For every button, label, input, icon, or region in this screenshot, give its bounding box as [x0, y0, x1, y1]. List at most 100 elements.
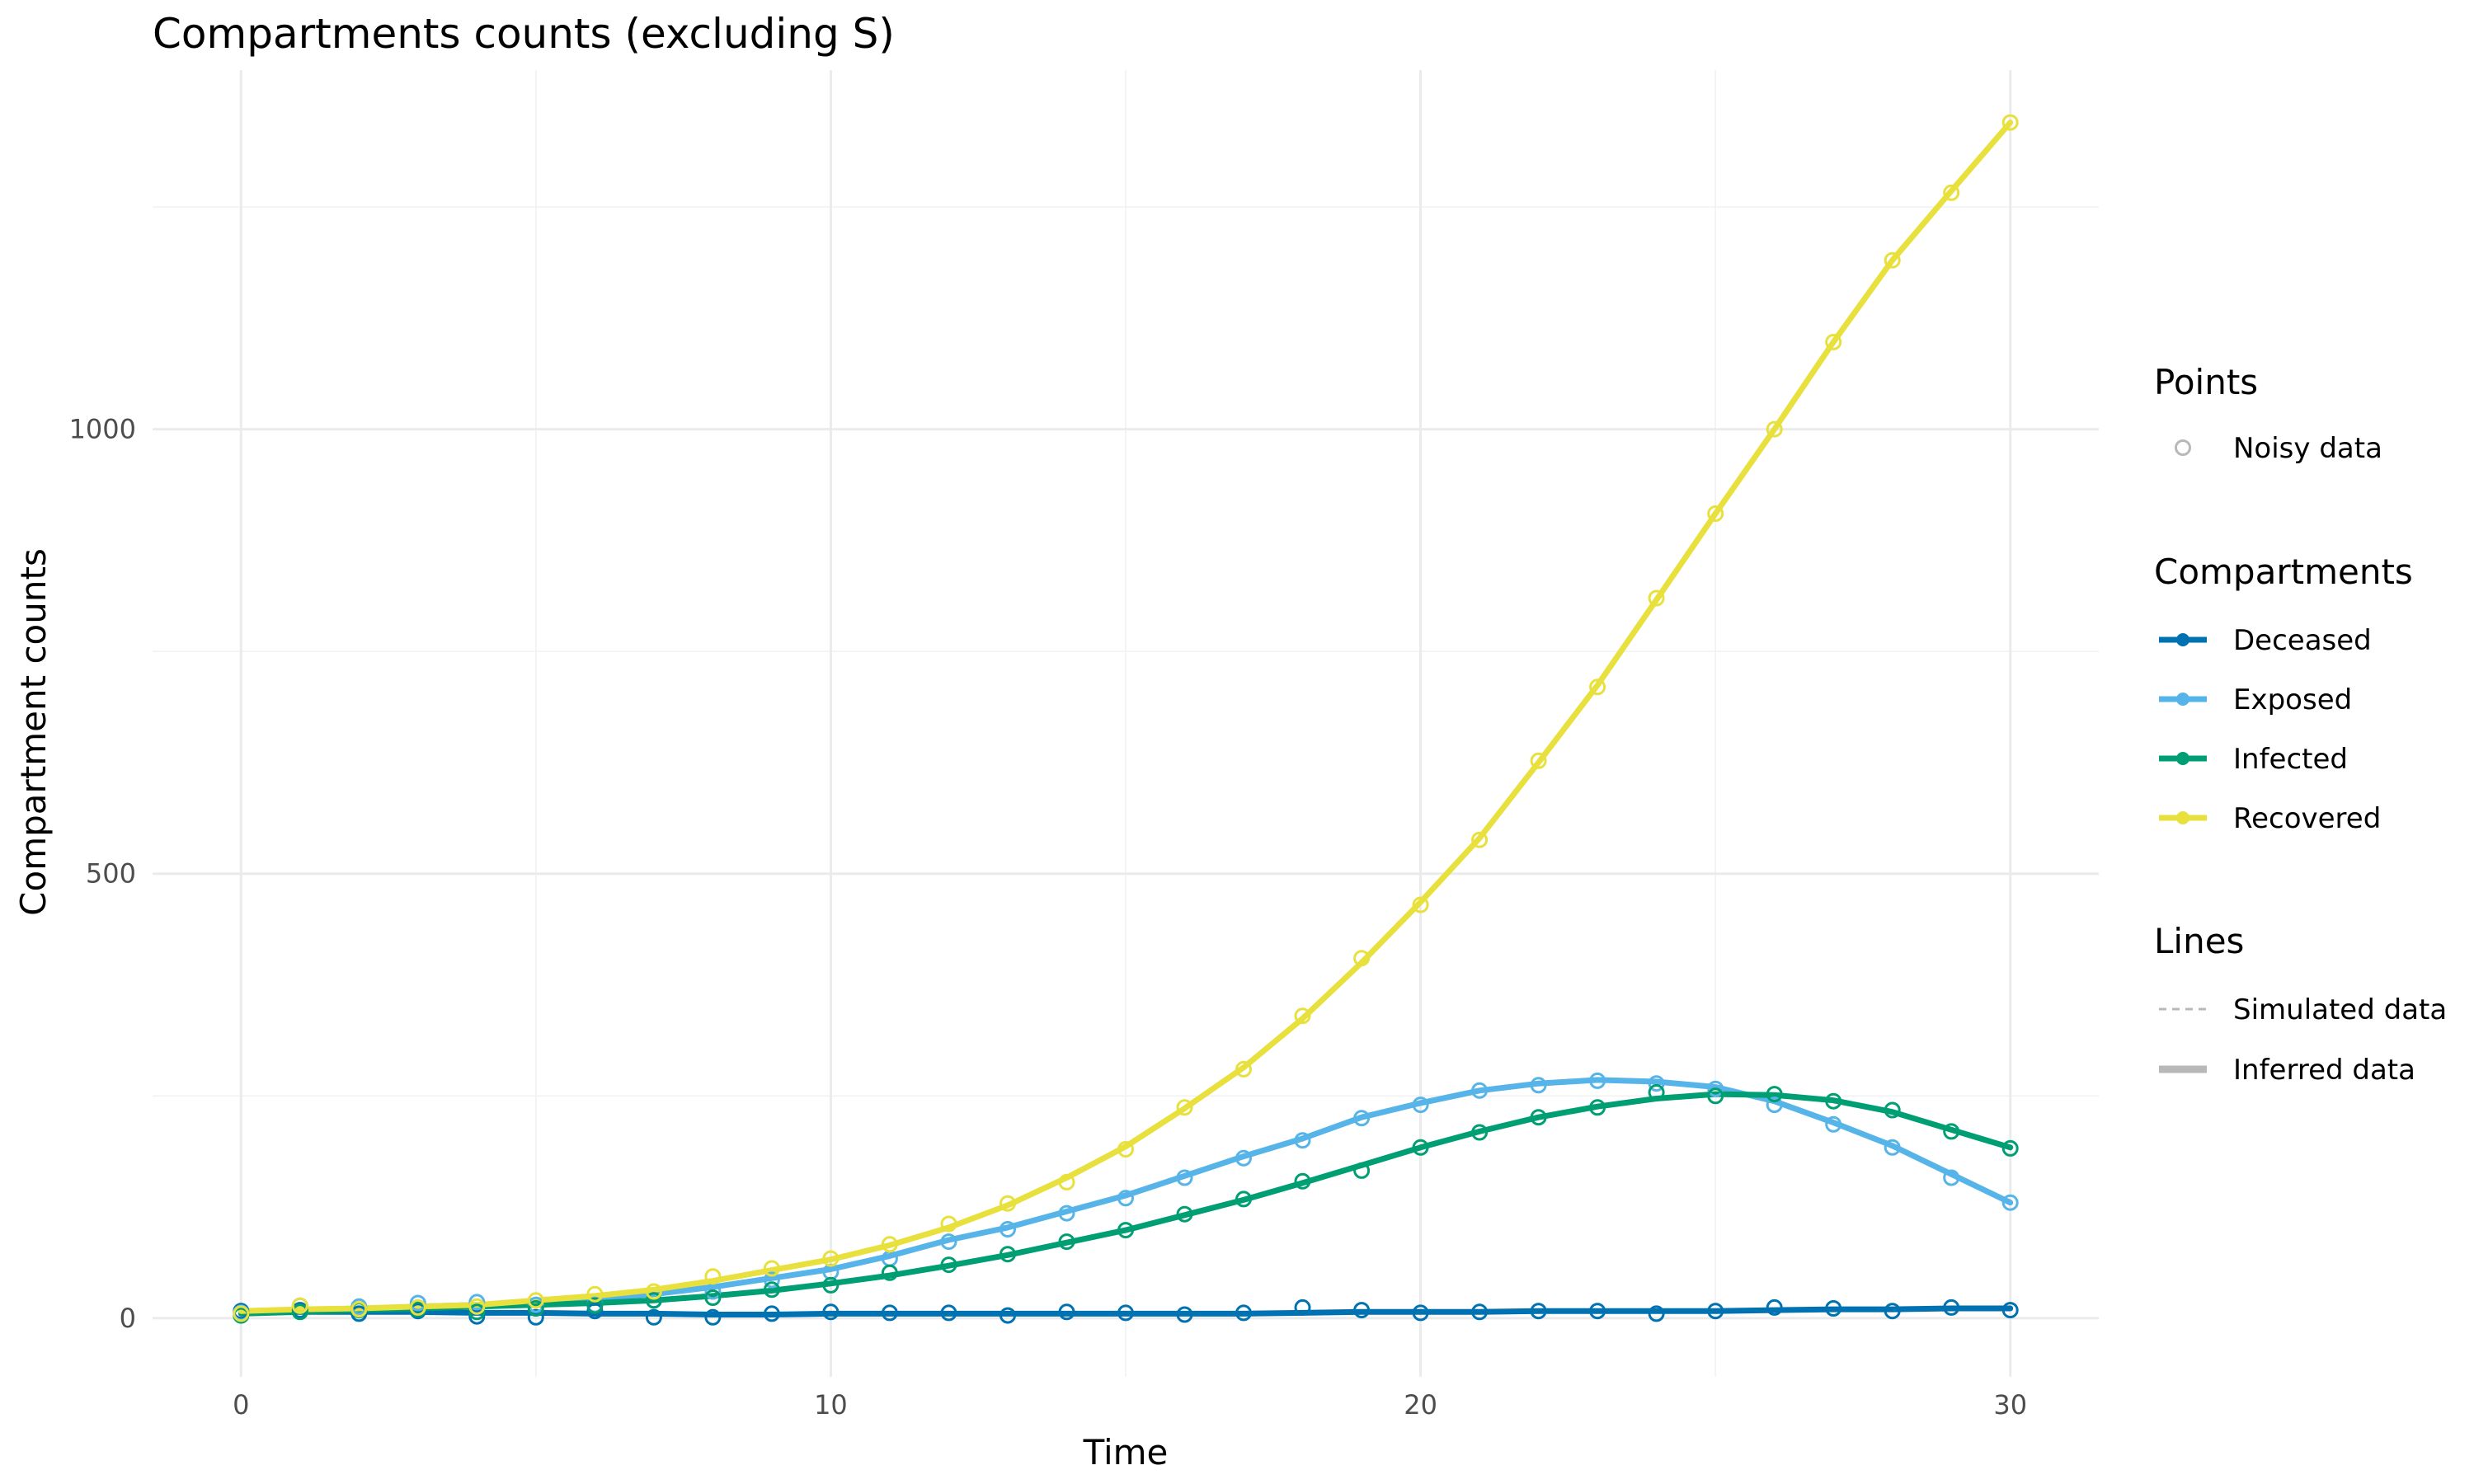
point-deceased: [1530, 1303, 1547, 1320]
legend-recovered-label: Recovered: [2233, 802, 2381, 835]
point-exposed: [1294, 1132, 1311, 1149]
y-axis-title: Compartment counts: [13, 548, 54, 916]
point-infected: [527, 1300, 544, 1317]
point-deceased: [1235, 1304, 1252, 1322]
point-recovered: [468, 1298, 486, 1315]
point-exposed: [468, 1294, 486, 1311]
legend-noisy-data-label: Noisy data: [2233, 432, 2382, 465]
point-deceased: [1766, 1298, 1783, 1316]
point-infected: [1176, 1205, 1193, 1223]
point-infected: [468, 1303, 486, 1321]
point-infected: [586, 1297, 604, 1314]
point-recovered: [291, 1297, 308, 1314]
point-infected: [763, 1281, 780, 1298]
point-recovered: [1589, 679, 1606, 696]
legend-deceased-label: Deceased: [2233, 624, 2372, 657]
point-infected: [704, 1289, 722, 1306]
point-deceased: [1825, 1300, 1842, 1317]
point-exposed: [940, 1233, 957, 1251]
point-infected: [1117, 1222, 1134, 1239]
point-recovered: [350, 1301, 368, 1318]
point-deceased: [1707, 1303, 1724, 1320]
point-exposed: [1648, 1075, 1665, 1092]
point-recovered: [1294, 1007, 1311, 1025]
x-axis-title: Time: [1083, 1432, 1169, 1472]
legend-deceased-marker: [2176, 633, 2189, 646]
x-tick-label: 10: [814, 1389, 848, 1421]
point-recovered: [645, 1283, 662, 1300]
point-infected: [1530, 1109, 1547, 1126]
point-deceased: [1884, 1303, 1901, 1320]
point-deceased: [1294, 1298, 1311, 1316]
point-exposed: [1943, 1169, 1960, 1186]
legend-simulated-data-label: Simulated data: [2233, 993, 2447, 1026]
point-infected: [1648, 1084, 1665, 1101]
point-deceased: [1648, 1305, 1665, 1322]
point-infected: [1943, 1123, 1960, 1140]
legend-infected-marker: [2176, 752, 2189, 765]
point-recovered: [586, 1285, 604, 1303]
point-infected: [1353, 1162, 1371, 1179]
point-exposed: [409, 1294, 426, 1312]
point-deceased: [1943, 1298, 1960, 1316]
point-exposed: [1058, 1205, 1075, 1222]
y-tick-label: 0: [120, 1303, 136, 1334]
point-deceased: [822, 1303, 840, 1321]
legend: Points Noisy data Compartments Deceased E…: [2154, 362, 2447, 1087]
point-recovered: [1412, 896, 1429, 913]
point-infected: [881, 1264, 898, 1281]
legend-infected-label: Infected: [2233, 743, 2348, 776]
y-tick-label: 1000: [69, 414, 136, 445]
point-deceased: [1412, 1304, 1429, 1322]
point-deceased: [1058, 1303, 1075, 1321]
point-recovered: [1943, 184, 1960, 201]
point-recovered: [999, 1195, 1016, 1212]
point-infected: [1412, 1139, 1429, 1156]
point-exposed: [1884, 1139, 1901, 1156]
legend-exposed-label: Exposed: [2233, 683, 2352, 716]
point-exposed: [1353, 1110, 1371, 1127]
point-recovered: [1058, 1173, 1075, 1190]
point-infected: [1707, 1087, 1724, 1105]
point-deceased: [586, 1303, 604, 1320]
point-exposed: [1707, 1080, 1724, 1097]
point-infected: [1294, 1172, 1311, 1190]
point-exposed: [763, 1271, 780, 1289]
legend-points-title: Points: [2154, 362, 2258, 402]
point-exposed: [1589, 1072, 1606, 1089]
point-recovered: [1117, 1141, 1134, 1158]
point-exposed: [1825, 1115, 1842, 1133]
point-deceased: [527, 1308, 544, 1326]
point-exposed: [1235, 1149, 1252, 1167]
legend-recovered-marker: [2176, 811, 2189, 824]
point-exposed: [1117, 1190, 1134, 1207]
point-deceased: [881, 1304, 898, 1322]
point-infected: [2001, 1139, 2019, 1157]
point-infected: [1058, 1233, 1075, 1251]
point-recovered: [1766, 420, 1783, 438]
point-infected: [1766, 1086, 1783, 1103]
point-infected: [1825, 1092, 1842, 1110]
chart-title: Compartments counts (excluding S): [153, 10, 895, 58]
legend-compartment-entries: Deceased Exposed Infected Recovered: [2159, 624, 2381, 835]
point-infected: [1235, 1190, 1252, 1208]
point-recovered: [1235, 1060, 1252, 1078]
legend-noisy-data-key: [2175, 439, 2191, 456]
point-exposed: [1766, 1097, 1783, 1114]
legend-exposed-marker: [2176, 693, 2189, 706]
point-deceased: [704, 1308, 722, 1326]
point-infected: [999, 1246, 1016, 1263]
point-infected: [1589, 1099, 1606, 1116]
point-recovered: [527, 1292, 544, 1309]
point-deceased: [1471, 1303, 1489, 1321]
point-recovered: [1471, 831, 1489, 848]
point-deceased: [763, 1305, 780, 1322]
point-deceased: [1117, 1304, 1134, 1322]
point-recovered: [1648, 589, 1665, 607]
point-recovered: [1353, 950, 1371, 967]
y-tick-label: 500: [86, 858, 136, 890]
point-recovered: [1825, 333, 1842, 350]
point-recovered: [409, 1298, 426, 1316]
point-infected: [645, 1292, 662, 1309]
